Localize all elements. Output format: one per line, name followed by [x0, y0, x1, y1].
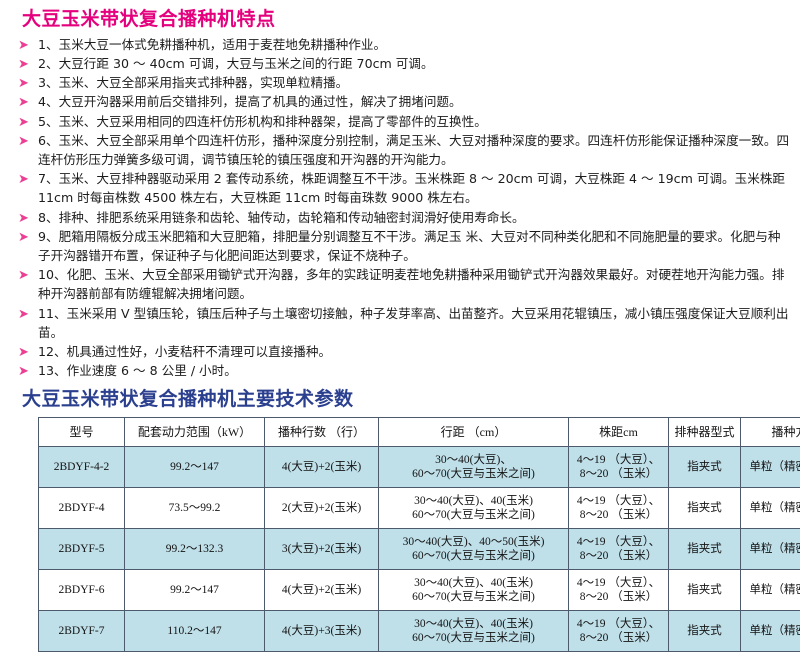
feature-item: ➤9、肥箱用隔板分成玉米肥箱和大豆肥箱，排肥量分别调整互不干涉。满足玉 米、大豆… [8, 227, 792, 265]
table-cell: 2(大豆)+2(玉米) [265, 488, 379, 529]
page-title-specifications: 大豆玉米带状复合播种机主要技术参数 [22, 388, 792, 411]
table-cell: 2BDYF-4-2 [39, 447, 125, 488]
feature-item: ➤5、玉米、大豆采用相同的四连杆仿形机构和排种器架，提高了零部件的互换性。 [8, 112, 792, 131]
table-cell: 99.2～147 [125, 447, 265, 488]
arrow-bullet-icon: ➤ [18, 209, 25, 228]
feature-item-text: 2、大豆行距 30 ～ 40cm 可调，大豆与玉米之间的行距 70cm 可调。 [20, 54, 792, 73]
arrow-bullet-icon: ➤ [18, 93, 25, 112]
table-cell: 指夹式 [669, 447, 741, 488]
table-cell: 30～40(大豆)、40(玉米) 60～70(大豆与玉米之间) [379, 488, 569, 529]
table-column-header: 排种器型式 [669, 418, 741, 447]
feature-item-text: 5、玉米、大豆采用相同的四连杆仿形机构和排种器架，提高了零部件的互换性。 [20, 112, 792, 131]
arrow-bullet-icon: ➤ [18, 132, 25, 151]
table-cell: 指夹式 [669, 611, 741, 652]
table-column-header: 播种方式 [741, 418, 800, 447]
table-column-header: 株距cm [569, 418, 669, 447]
table-column-header: 行距 （cm） [379, 418, 569, 447]
table-cell: 4(大豆)+2(玉米) [265, 447, 379, 488]
arrow-bullet-icon: ➤ [18, 343, 25, 362]
table-cell: 99.2～132.3 [125, 529, 265, 570]
arrow-bullet-icon: ➤ [18, 170, 25, 189]
feature-item: ➤2、大豆行距 30 ～ 40cm 可调，大豆与玉米之间的行距 70cm 可调。 [8, 54, 792, 73]
table-cell: 4～19 （大豆）、 8～20 （玉米） [569, 488, 669, 529]
table-cell: 4(大豆)+2(玉米) [265, 570, 379, 611]
arrow-bullet-icon: ➤ [18, 113, 25, 132]
table-cell: 4～19 （大豆）、 8～20 （玉米） [569, 570, 669, 611]
feature-item: ➤6、玉米、大豆全部采用单个四连杆仿形，播种深度分别控制，满足玉米、大豆对播种深… [8, 131, 792, 169]
feature-item-text: 12、机具通过性好，小麦秸秆不清理可以直接播种。 [20, 342, 792, 361]
feature-item: ➤8、排种、排肥系统采用链条和齿轮、轴传动，齿轮箱和传动轴密封润滑好使用寿命长。 [8, 208, 792, 227]
feature-item: ➤11、玉米采用 V 型镇压轮，镇压后种子与土壤密切接触，种子发芽率高、出苗整齐… [8, 304, 792, 342]
feature-item-text: 4、大豆开沟器采用前后交错排列，提高了机具的通过性，解决了拥堵问题。 [20, 92, 792, 111]
arrow-bullet-icon: ➤ [18, 362, 25, 381]
table-cell: 4～19 （大豆）、 8～20 （玉米） [569, 447, 669, 488]
table-cell: 2BDYF-5 [39, 529, 125, 570]
table-column-header: 播种行数 （行） [265, 418, 379, 447]
table-cell: 单粒（精密）播种 [741, 488, 800, 529]
feature-item-text: 13、作业速度 6 ～ 8 公里 / 小时。 [20, 361, 792, 380]
table-cell: 30～40(大豆)、40(玉米) 60～70(大豆与玉米之间) [379, 570, 569, 611]
feature-item: ➤7、玉米、大豆排种器驱动采用 2 套传动系统，株距调整互不干涉。玉米株距 8 … [8, 169, 792, 207]
table-cell: 指夹式 [669, 529, 741, 570]
feature-item: ➤10、化肥、玉米、大豆全部采用锄铲式开沟器，多年的实践证明麦茬地免耕播种采用锄… [8, 265, 792, 303]
table-cell: 2BDYF-7 [39, 611, 125, 652]
arrow-bullet-icon: ➤ [18, 55, 25, 74]
arrow-bullet-icon: ➤ [18, 266, 25, 285]
feature-item: ➤13、作业速度 6 ～ 8 公里 / 小时。 [8, 361, 792, 380]
table-cell: 单粒（精密）播种 [741, 611, 800, 652]
feature-item-text: 9、肥箱用隔板分成玉米肥箱和大豆肥箱，排肥量分别调整互不干涉。满足玉 米、大豆对… [20, 227, 792, 265]
feature-item-text: 10、化肥、玉米、大豆全部采用锄铲式开沟器，多年的实践证明麦茬地免耕播种采用锄铲… [20, 265, 792, 303]
feature-item-text: 8、排种、排肥系统采用链条和齿轮、轴传动，齿轮箱和传动轴密封润滑好使用寿命长。 [20, 208, 792, 227]
table-cell: 单粒（精密）播种 [741, 529, 800, 570]
table-cell: 指夹式 [669, 570, 741, 611]
feature-list: ➤1、玉米大豆一体式免耕播种机，适用于麦茬地免耕播种作业。➤2、大豆行距 30 … [8, 35, 792, 381]
table-cell: 30～40(大豆)、40(玉米) 60～70(大豆与玉米之间) [379, 611, 569, 652]
table-column-header: 配套动力范围（kW） [125, 418, 265, 447]
table-cell: 单粒（精密）播种 [741, 447, 800, 488]
table-cell: 指夹式 [669, 488, 741, 529]
table-cell: 2BDYF-6 [39, 570, 125, 611]
document-page: 大豆玉米带状复合播种机特点 ➤1、玉米大豆一体式免耕播种机，适用于麦茬地免耕播种… [0, 0, 800, 574]
table-cell: 110.2～147 [125, 611, 265, 652]
table-cell: 4(大豆)+3(玉米) [265, 611, 379, 652]
arrow-bullet-icon: ➤ [18, 228, 25, 247]
table-cell: 2BDYF-4 [39, 488, 125, 529]
arrow-bullet-icon: ➤ [18, 74, 25, 93]
feature-item-text: 11、玉米采用 V 型镇压轮，镇压后种子与土壤密切接触，种子发芽率高、出苗整齐。… [20, 304, 792, 342]
feature-item: ➤4、大豆开沟器采用前后交错排列，提高了机具的通过性，解决了拥堵问题。 [8, 92, 792, 111]
arrow-bullet-icon: ➤ [18, 305, 25, 324]
table-cell: 4～19 （大豆）、 8～20 （玉米） [569, 611, 669, 652]
feature-item-text: 6、玉米、大豆全部采用单个四连杆仿形，播种深度分别控制，满足玉米、大豆对播种深度… [20, 131, 792, 169]
feature-item-text: 7、玉米、大豆排种器驱动采用 2 套传动系统，株距调整互不干涉。玉米株距 8 ～… [20, 169, 792, 207]
table-column-header: 型号 [39, 418, 125, 447]
arrow-bullet-icon: ➤ [18, 36, 25, 55]
feature-item: ➤1、玉米大豆一体式免耕播种机，适用于麦茬地免耕播种作业。 [8, 35, 792, 54]
page-title-features: 大豆玉米带状复合播种机特点 [22, 8, 792, 31]
table-cell: 30～40(大豆)、40～50(玉米) 60～70(大豆与玉米之间) [379, 529, 569, 570]
table-cell: 73.5～99.2 [125, 488, 265, 529]
feature-item: ➤12、机具通过性好，小麦秸秆不清理可以直接播种。 [8, 342, 792, 361]
table-cell: 3(大豆)+2(玉米) [265, 529, 379, 570]
table-cell: 4～19 （大豆）、 8～20 （玉米） [569, 529, 669, 570]
feature-item-text: 1、玉米大豆一体式免耕播种机，适用于麦茬地免耕播种作业。 [20, 35, 792, 54]
table-cell: 99.2～147 [125, 570, 265, 611]
feature-item: ➤3、玉米、大豆全部采用指夹式排种器，实现单粒精播。 [8, 73, 792, 92]
table-cell: 30～40(大豆)、 60～70(大豆与玉米之间) [379, 447, 569, 488]
feature-item-text: 3、玉米、大豆全部采用指夹式排种器，实现单粒精播。 [20, 73, 792, 92]
table-cell: 单粒（精密）播种 [741, 570, 800, 611]
